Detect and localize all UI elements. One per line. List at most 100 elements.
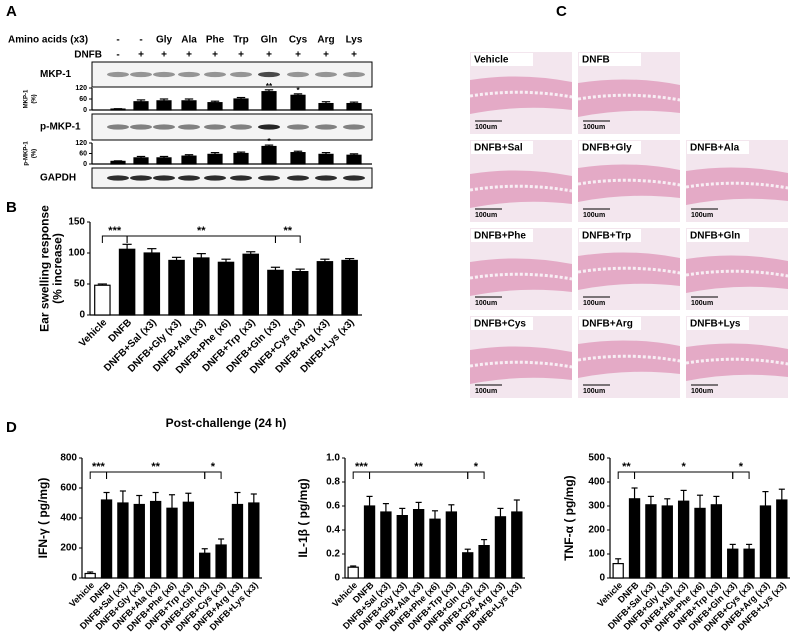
scale-label: 100um: [691, 300, 713, 307]
y-tick-label: 200: [60, 543, 77, 554]
y-tick-label: 400: [60, 513, 77, 524]
lane-label: +: [212, 50, 218, 61]
blot-band: [287, 71, 309, 78]
lane-label: Ala: [181, 35, 197, 46]
lane-label: +: [138, 50, 144, 61]
y-tick-label: 0: [83, 107, 87, 114]
lane-label: Lys: [346, 35, 363, 46]
blot-band: [343, 71, 365, 78]
bar: [363, 505, 376, 579]
histology-label: DNFB+Ala: [690, 143, 740, 154]
bar: [346, 102, 362, 111]
blot-band: [178, 71, 200, 78]
bar: [166, 507, 178, 579]
cartilage: [469, 272, 573, 281]
y-axis-label: IFN-γ ( pg/mg): [36, 478, 50, 559]
bar: [776, 499, 788, 579]
blot-band: [315, 71, 337, 78]
y-tick-label: 0: [334, 573, 340, 584]
y-tick-label: 0.6: [326, 501, 340, 512]
bar: [316, 261, 334, 316]
y-tick-label: 0: [79, 310, 85, 321]
lane-label: +: [238, 50, 244, 61]
bar: [156, 100, 172, 111]
bar: [181, 100, 197, 111]
blot-band: [130, 124, 152, 130]
panel-label: B: [6, 199, 17, 216]
bar: [612, 562, 624, 579]
bar: [117, 502, 129, 579]
y-tick-label: 800: [60, 453, 77, 464]
bar: [291, 271, 309, 316]
cartilage: [469, 360, 573, 369]
blot-band: [230, 175, 252, 181]
label-bg: [471, 317, 533, 330]
significance: *: [211, 461, 216, 473]
bar: [290, 94, 306, 111]
y-tick-label: 120: [75, 140, 87, 147]
bar: [133, 157, 149, 165]
bar: [110, 160, 126, 165]
blot-label: MKP-1: [40, 69, 72, 80]
significance: **: [622, 461, 631, 473]
bar: [396, 514, 408, 579]
lane-label: +: [186, 50, 192, 61]
y-tick-label: 0.4: [326, 525, 340, 536]
cartilage: [469, 184, 573, 193]
lane-label: +: [295, 50, 301, 61]
scale-label: 100um: [475, 212, 497, 219]
blot-band: [343, 124, 365, 130]
significance: **: [151, 461, 160, 473]
y-axis-label: (%): [32, 149, 38, 158]
significance: **: [284, 225, 293, 237]
bar: [511, 511, 523, 579]
treatment-label: DNFB: [74, 50, 102, 61]
bar: [84, 572, 96, 579]
label-bg: [471, 53, 533, 66]
y-axis-label: TNF-α ( pg/mg): [562, 475, 576, 560]
scale-label: 100um: [475, 300, 497, 307]
tissue: [578, 252, 680, 290]
bar: [346, 154, 362, 165]
bar: [290, 152, 306, 165]
significance: **: [266, 82, 273, 91]
lane-label: Arg: [317, 35, 334, 46]
y-tick-label: 50: [74, 279, 86, 290]
bar: [199, 552, 211, 579]
tissue: [470, 170, 572, 208]
tissue: [686, 167, 788, 205]
y-axis-label: (% increase): [51, 233, 65, 304]
significance-bracket: [467, 471, 485, 479]
bar: [168, 259, 185, 316]
lane-label: -: [139, 35, 142, 46]
bar: [267, 269, 284, 316]
blot-band: [343, 175, 365, 181]
label-bg: [687, 317, 749, 330]
tissue: [686, 255, 788, 293]
blot-band: [107, 124, 129, 130]
lane-label: Gly: [156, 35, 173, 46]
blot-label: GAPDH: [40, 173, 76, 184]
tissue: [470, 258, 572, 296]
bar: [445, 511, 458, 579]
bar: [677, 500, 690, 579]
blot-band: [130, 175, 152, 181]
bar: [182, 501, 195, 579]
bar: [94, 284, 111, 316]
cartilage: [577, 178, 681, 187]
bar: [710, 504, 723, 579]
label-bg: [579, 317, 641, 330]
bar: [727, 548, 739, 579]
bar: [380, 511, 392, 579]
blot-band: [153, 124, 175, 130]
y-tick-label: 0.2: [326, 549, 340, 560]
blot-band: [204, 124, 226, 130]
bar: [193, 257, 210, 316]
cartilage: [577, 266, 681, 275]
blot-band: [204, 175, 226, 181]
bar: [181, 155, 197, 165]
significance: *: [267, 137, 271, 146]
cartilage: [685, 269, 789, 278]
significance: ***: [108, 225, 122, 237]
y-tick-label: 0: [83, 161, 87, 168]
